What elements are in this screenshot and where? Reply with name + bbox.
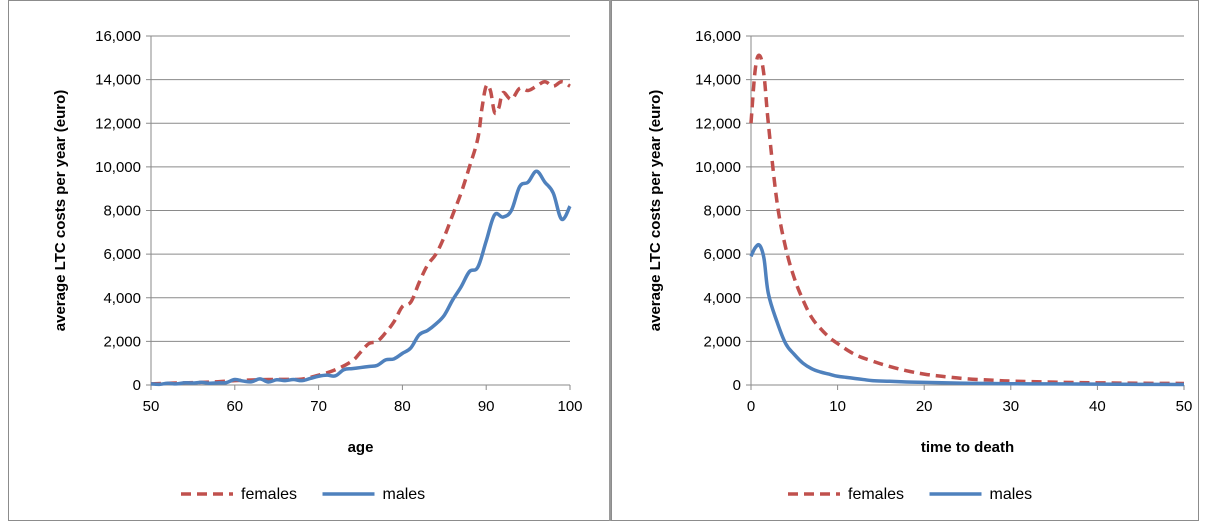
x-tick-label: 50 bbox=[1176, 398, 1193, 415]
x-tick-label: 40 bbox=[1089, 398, 1106, 415]
y-tick-label: 4,000 bbox=[103, 290, 141, 307]
y-tick-label: 10,000 bbox=[95, 159, 141, 176]
y-tick-label: 12,000 bbox=[695, 115, 741, 132]
y-tick-label: 10,000 bbox=[695, 159, 741, 176]
legend-label-males: males bbox=[990, 486, 1033, 503]
x-tick-label: 20 bbox=[916, 398, 933, 415]
x-tick-label: 80 bbox=[394, 398, 411, 415]
series-line-males bbox=[150, 169, 572, 387]
x-axis-title: time to death bbox=[921, 439, 1014, 456]
x-tick-label: 60 bbox=[226, 398, 243, 415]
y-tick-label: 8,000 bbox=[103, 203, 141, 220]
x-tick-label: 100 bbox=[557, 398, 582, 415]
y-tick-label: 2,000 bbox=[703, 333, 741, 350]
y-tick-label: 8,000 bbox=[703, 203, 741, 220]
legend-label-females: females bbox=[848, 486, 904, 503]
y-tick-label: 16,000 bbox=[95, 28, 141, 45]
x-tick-label: 30 bbox=[1002, 398, 1019, 415]
y-tick-label: 16,000 bbox=[695, 28, 741, 45]
x-tick-label: 10 bbox=[829, 398, 846, 415]
x-tick-label: 0 bbox=[747, 398, 755, 415]
x-tick-label: 90 bbox=[478, 398, 495, 415]
series-line-females bbox=[749, 53, 1185, 386]
y-axis-title: average LTC costs per year (euro) bbox=[52, 90, 69, 331]
y-axis-title: average LTC costs per year (euro) bbox=[647, 90, 664, 331]
y-tick-label: 2,000 bbox=[103, 333, 141, 350]
chart-panel-age: 0 2,000 4,000 6,000 8,000 10,000 12,000 14,000 1… bbox=[8, 0, 610, 521]
y-tick-label: 6,000 bbox=[103, 246, 141, 263]
chart-panel-time-to-death: 0 2,000 4,000 6,000 8,000 10,000 12,000 14,000 1… bbox=[611, 0, 1199, 521]
legend-label-females: females bbox=[241, 486, 297, 503]
y-tick-label: 6,000 bbox=[703, 246, 741, 263]
y-tick-label: 14,000 bbox=[95, 72, 141, 89]
y-tick-label: 12,000 bbox=[95, 115, 141, 132]
y-tick-label: 4,000 bbox=[703, 290, 741, 307]
x-tick-label: 50 bbox=[143, 398, 160, 415]
series-line-females bbox=[150, 80, 571, 386]
x-axis-title: age bbox=[348, 439, 374, 456]
y-tick-label: 0 bbox=[133, 377, 141, 394]
series-line-males bbox=[749, 242, 1185, 387]
legend-label-males: males bbox=[383, 486, 426, 503]
chart-age-svg: 0 2,000 4,000 6,000 8,000 10,000 12,000 14,000 1… bbox=[52, 28, 583, 503]
x-tick-label: 70 bbox=[310, 398, 327, 415]
y-tick-label: 14,000 bbox=[695, 72, 741, 89]
panel-divider bbox=[609, 0, 612, 521]
chart-time-to-death-svg: 0 2,000 4,000 6,000 8,000 10,000 12,000 14,000 1… bbox=[647, 28, 1193, 503]
y-tick-label: 0 bbox=[733, 377, 741, 394]
